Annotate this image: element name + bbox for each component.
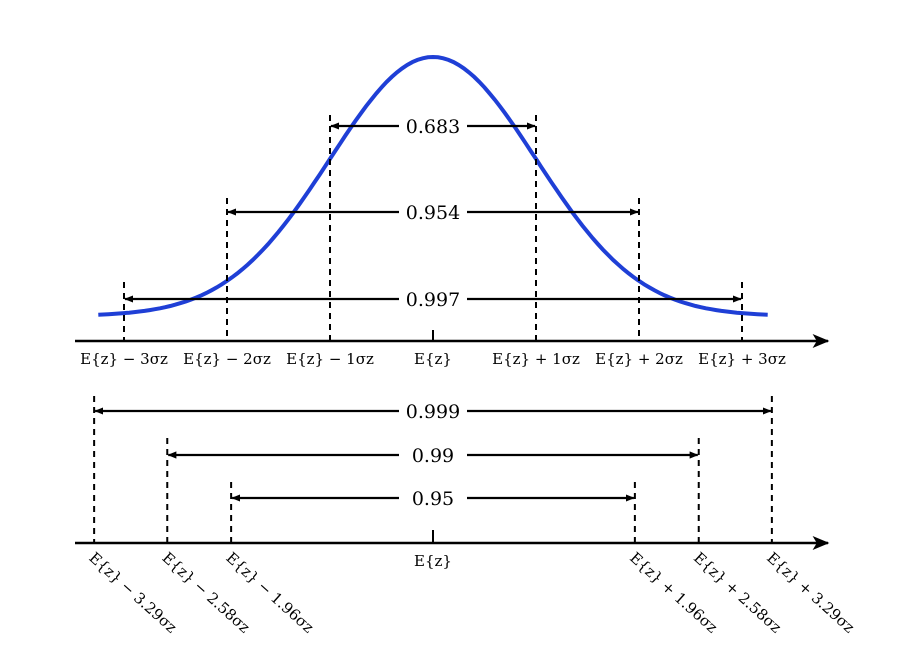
interval-probability-label: 0.99 xyxy=(412,445,454,467)
top-axis-tick-label: E{z} xyxy=(414,350,452,368)
bottom-center-label: E{z} xyxy=(414,552,452,570)
top-axis-tick-label: E{z} + 3σz xyxy=(698,350,786,368)
top-panel: 0.683 0.954 0.997 E{z} − 3σz E{z} − 2σz E{z}… xyxy=(75,54,830,368)
top-axis-tick-label: E{z} − 2σz xyxy=(183,350,271,368)
interval-probability-label: 0.954 xyxy=(406,202,460,224)
interval-probability-label: 0.997 xyxy=(406,289,460,311)
top-axis-tick-label: E{z} + 2σz xyxy=(595,350,683,368)
interval-probability-label: 0.683 xyxy=(406,116,460,138)
gaussian-curve xyxy=(98,54,768,317)
top-axis-tick-label: E{z} − 3σz xyxy=(80,350,168,368)
interval-probability-label: 0.95 xyxy=(412,488,454,510)
top-axis-tick-label: E{z} + 1σz xyxy=(492,350,580,368)
interval-probability-label: 0.999 xyxy=(406,401,460,423)
top-axis-tick-label: E{z} − 1σz xyxy=(286,350,374,368)
